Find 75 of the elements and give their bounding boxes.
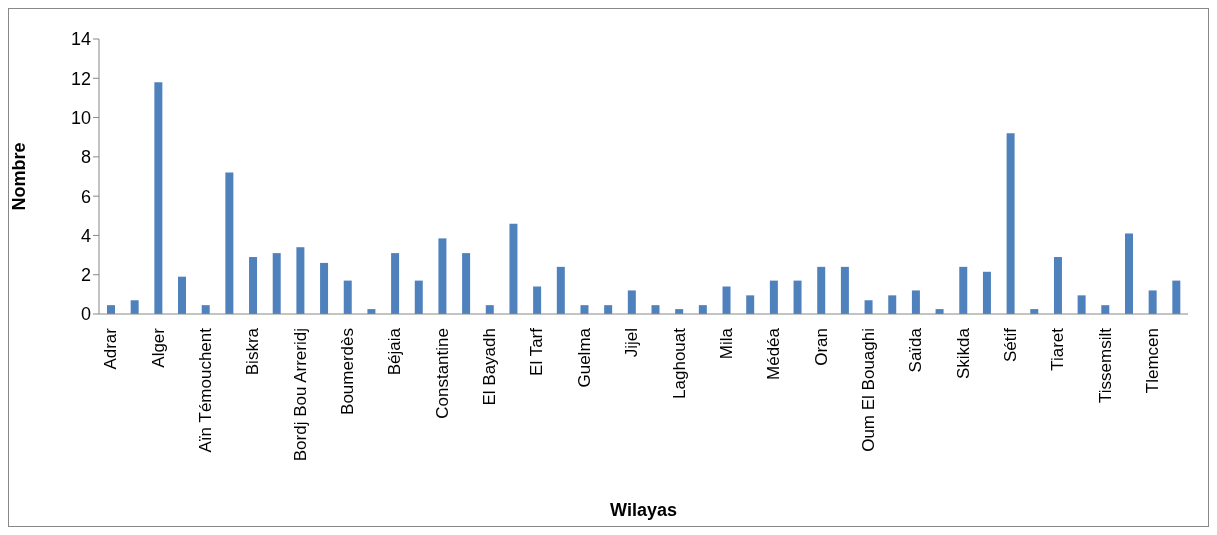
bar <box>509 223 518 314</box>
x-tick-label: Mila <box>716 327 736 360</box>
x-tick-label: Alger <box>148 327 168 368</box>
x-tick-label: Oran <box>811 328 831 366</box>
bar <box>485 305 494 314</box>
y-tick-label: 8 <box>80 147 91 168</box>
x-tick-label: Jijel <box>622 328 642 358</box>
bar <box>1148 290 1157 314</box>
x-tick-label: Adrar <box>101 327 121 370</box>
bar <box>982 271 991 314</box>
x-tick-label: Guelma <box>574 327 594 388</box>
bar <box>1101 305 1110 314</box>
bar <box>959 266 968 314</box>
bar <box>438 238 447 314</box>
x-tick-label: Biskra <box>243 327 263 376</box>
x-tick-label: Aïn Témouchent <box>196 327 216 453</box>
y-tick-label: 2 <box>80 265 91 286</box>
y-tick-label: 12 <box>70 68 91 89</box>
bar <box>391 253 400 314</box>
x-tick-label: Béjaia <box>385 327 405 376</box>
bar <box>722 286 731 314</box>
x-tick-label: Saïda <box>906 327 926 373</box>
bar <box>533 286 542 314</box>
x-tick-label: El Tarf <box>527 327 547 376</box>
bar <box>296 247 305 314</box>
bar <box>343 280 352 314</box>
x-tick-label: Laghouat <box>669 327 689 399</box>
x-tick-label: El Bayadh <box>480 328 500 406</box>
bar <box>817 266 826 314</box>
bar <box>604 305 613 314</box>
y-tick-label: 14 <box>70 29 91 50</box>
bar <box>1006 133 1015 314</box>
x-tick-label: Médéa <box>764 327 784 380</box>
bar <box>911 290 920 314</box>
bar <box>462 253 471 314</box>
bar <box>249 257 258 314</box>
x-tick-label: Tlemcen <box>1142 328 1162 394</box>
y-axis-title: Nombre <box>9 142 30 211</box>
bar <box>580 305 589 314</box>
bar <box>320 262 329 314</box>
y-tick-label: 0 <box>80 304 91 325</box>
bar <box>107 305 115 314</box>
bar <box>178 276 187 314</box>
y-tick-label: 6 <box>80 186 91 207</box>
x-tick-label: Tissemsilt <box>1095 327 1115 403</box>
bar <box>272 253 281 314</box>
y-tick-label: 10 <box>70 107 91 128</box>
bar <box>769 280 778 314</box>
bar <box>154 82 163 314</box>
bar <box>1077 295 1086 314</box>
bar <box>1053 257 1062 314</box>
x-tick-label: Tiaret <box>1048 327 1068 371</box>
x-tick-label: Oum El Bouaghi <box>858 328 878 452</box>
x-tick-label: Constantine <box>432 328 452 419</box>
bar <box>1172 280 1181 314</box>
bar <box>556 266 565 314</box>
bar <box>746 295 755 314</box>
bar <box>225 172 234 314</box>
bar <box>201 305 210 314</box>
bar <box>888 295 897 314</box>
bar <box>793 280 802 314</box>
x-tick-label: Sétif <box>1000 327 1020 363</box>
bar <box>627 290 636 314</box>
bar <box>414 280 423 314</box>
x-axis-title: Wilayas <box>610 500 677 520</box>
bar <box>1124 233 1133 314</box>
bar <box>651 305 660 314</box>
bar <box>698 305 707 314</box>
x-tick-label: Bordj Bou Arreridj <box>290 328 310 462</box>
bar <box>840 266 849 314</box>
y-tick-label: 4 <box>80 225 91 246</box>
bar <box>130 300 139 314</box>
x-tick-label: Skikda <box>953 327 973 380</box>
x-tick-label: Boumerdès <box>338 328 358 415</box>
bar <box>864 300 873 314</box>
